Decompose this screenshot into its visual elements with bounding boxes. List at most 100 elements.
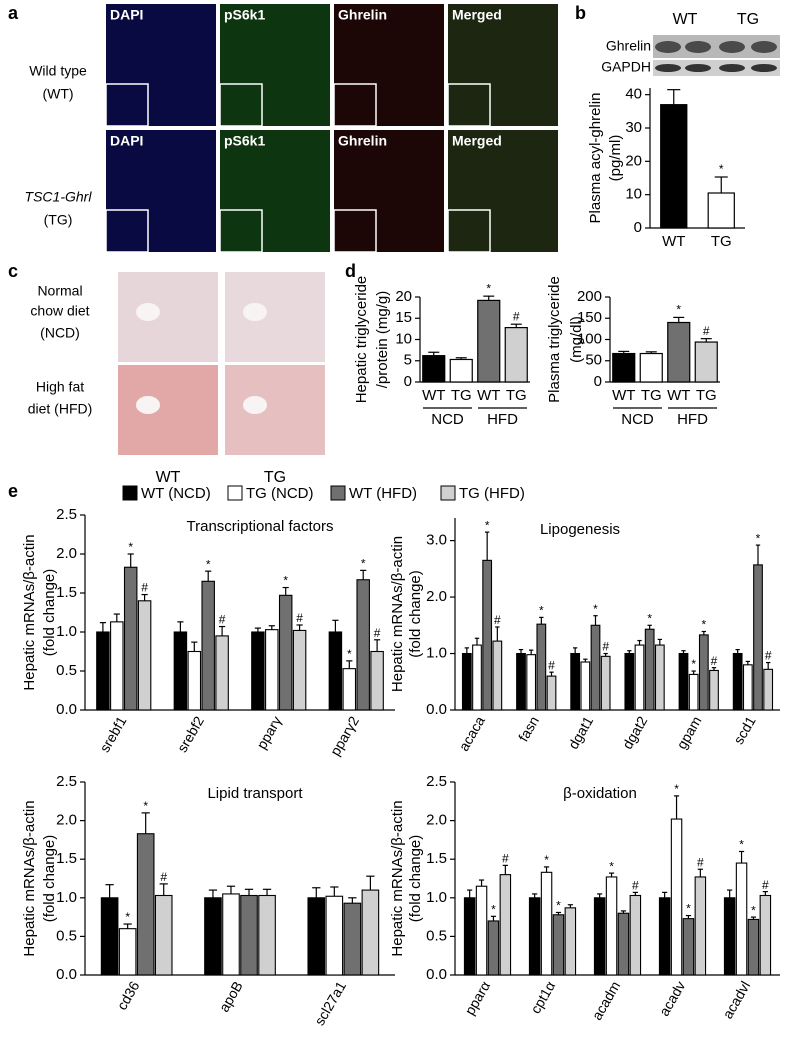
chart-title: Lipid transport [207,785,303,802]
significance: * [719,162,724,176]
y-tick-label: 20 [395,288,412,305]
significance: # [502,852,509,866]
bar [735,862,748,976]
y-axis-label: Hepatic mRNAs/β-actin [389,536,406,692]
x-tick-label: srebf2 [174,713,207,755]
blot-band [685,64,711,72]
inset [219,209,263,253]
legend-label: WT (HFD) [349,485,417,502]
y-axis-label: (mg/dl) [568,316,585,363]
blot-band [719,41,745,53]
bar [709,669,719,711]
y-tick-label: 1.0 [426,644,447,661]
x-tick-label: TG [451,387,472,404]
bar [678,652,689,711]
legend-swatch [227,485,243,501]
bar [540,871,553,976]
significance: * [691,657,696,671]
y-tick-label: 0 [634,219,642,236]
bar [682,918,695,976]
y-tick-label: 0.5 [426,927,447,944]
x-tick-label: pparα [461,978,493,1017]
blot [653,35,780,58]
inset [333,83,377,127]
x-tick-label: acadm [588,978,623,1022]
y-axis-label: (pg/ml) [607,135,624,182]
y-axis-label: (fold change) [41,569,58,657]
y-tick-label: 2.5 [426,773,447,790]
bar [654,644,665,711]
bar [658,897,671,976]
significance: * [486,281,491,295]
y-tick-label: 2.0 [56,545,77,562]
significance: * [609,859,614,873]
row-label: High fat [36,379,84,395]
blot-band [655,41,681,53]
y-tick-label: 0 [594,373,602,390]
significance: * [556,899,561,913]
y-tick-label: 1.0 [56,623,77,640]
inset [447,209,491,253]
y-tick-label: 2.0 [426,812,447,829]
significance: * [676,303,681,317]
legend-label: TG (HFD) [459,485,525,502]
significance: # [711,654,718,668]
x-tick-label: apoB [216,978,246,1014]
significance: # [548,658,555,672]
y-tick-label: 1.5 [426,850,447,867]
group-label: NCD [621,411,654,428]
y-tick-label: 2.0 [56,812,77,829]
bar [356,579,370,711]
bar [96,631,110,711]
bar [222,893,240,976]
legend-label: TG (NCD) [246,485,314,502]
channel-label: Ghrelin [338,133,387,149]
y-tick-label: 40 [625,86,642,103]
y-axis-label: (fold change) [407,835,424,923]
significance: * [674,782,679,796]
bar [154,894,173,976]
histology [225,365,325,455]
bar [136,833,155,976]
y-tick-label: 20 [625,152,642,169]
panel-label: c [8,261,18,281]
bar [742,664,753,711]
significance: # [513,309,520,323]
histology [118,272,218,362]
bar [629,894,642,976]
x-tick-label: cpt1α [527,978,558,1016]
significance: * [739,838,744,852]
x-tick-label: TG [696,387,717,404]
bar [475,885,488,976]
y-tick-label: 0 [404,373,412,390]
bar [325,895,344,976]
bar [204,897,222,976]
bar [240,894,258,976]
significance: # [219,613,226,627]
group-label: HFD [677,411,708,428]
y-tick-label: 200 [577,288,602,305]
x-tick-label: scd1 [730,713,759,747]
channel-label: DAPI [110,7,143,23]
y-tick-label: 0.0 [56,966,77,983]
vessel [136,396,160,414]
group-label: NCD [431,411,464,428]
bar [564,907,577,976]
row-label: TSC1-Ghrl [25,189,93,205]
y-tick-label: 10 [625,186,642,203]
bar [477,299,501,383]
blot-band [751,41,777,53]
significance: # [602,640,609,654]
channel-label: pS6k1 [224,133,265,149]
bar [617,912,630,976]
bar [763,668,774,711]
x-tick-label: acadv [656,978,689,1018]
y-tick-label: 15 [395,309,412,326]
bar [342,668,357,711]
y-tick-label: 50 [585,352,602,369]
inset [219,83,263,127]
y-axis-label: Hepatic triglyceride [353,276,370,404]
x-tick-label: TG [641,387,662,404]
significance: * [361,557,366,571]
significance: * [485,518,490,532]
